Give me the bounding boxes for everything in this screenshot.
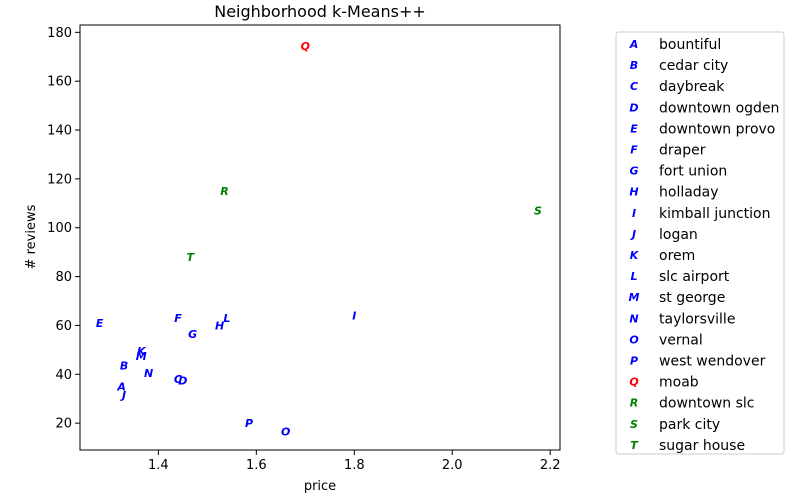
- legend-label: holladay: [659, 185, 719, 201]
- legend-label: st george: [659, 290, 725, 306]
- x-axis-label: price: [304, 479, 336, 494]
- data-point-q: Q: [301, 40, 310, 53]
- x-axis: 1.4 1.6 1.8 2.0 2.2: [148, 450, 561, 473]
- legend-label: downtown ogden: [659, 100, 779, 116]
- legend-label: sugar house: [659, 438, 745, 454]
- y-tick-label: 100: [47, 221, 72, 236]
- data-point-d: D: [178, 374, 187, 387]
- legend-marker: N: [629, 312, 638, 325]
- y-tick-label: 120: [47, 172, 72, 187]
- legend-label: taylorsville: [659, 311, 735, 327]
- data-point-t: T: [186, 251, 195, 264]
- legend-marker: S: [630, 418, 638, 431]
- legend-marker: P: [630, 355, 638, 368]
- legend-marker: L: [630, 270, 637, 283]
- data-point-o: O: [281, 426, 290, 439]
- data-point-n: N: [144, 367, 153, 380]
- legend-marker: R: [630, 397, 638, 410]
- legend-label: downtown slc: [659, 396, 754, 412]
- data-point-g: G: [188, 328, 197, 341]
- legend-label: downtown provo: [659, 121, 775, 137]
- data-point-l: L: [223, 312, 230, 325]
- x-tick-label: 1.8: [344, 458, 365, 473]
- legend-label: slc airport: [659, 269, 730, 285]
- legend-marker: M: [629, 291, 640, 304]
- data-point-m: M: [136, 350, 147, 363]
- y-axis-label: # reviews: [24, 204, 39, 269]
- legend-label: logan: [659, 227, 698, 243]
- legend-label: moab: [659, 375, 699, 391]
- legend-label: fort union: [659, 164, 727, 180]
- legend-marker: Q: [629, 376, 638, 389]
- y-tick-label: 180: [47, 26, 72, 41]
- legend-frame: [615, 31, 785, 455]
- legend-marker: I: [632, 207, 636, 220]
- y-tick-label: 20: [55, 417, 72, 432]
- data-point-s: S: [534, 205, 542, 218]
- legend-label: park city: [659, 417, 720, 433]
- legend-marker: T: [630, 439, 639, 452]
- data-point-r: R: [220, 185, 228, 198]
- data-point-i: I: [352, 310, 356, 323]
- legend-marker: H: [629, 186, 638, 199]
- legend-marker: O: [629, 333, 638, 346]
- legend-marker: E: [630, 122, 638, 135]
- data-point-p: P: [245, 417, 253, 430]
- legend-label: cedar city: [659, 58, 728, 74]
- x-tick-label: 2.0: [442, 458, 463, 473]
- legend-label: west wendover: [659, 354, 766, 370]
- legend-marker: B: [630, 59, 638, 72]
- legend-marker: F: [630, 144, 638, 157]
- legend-label: orem: [659, 248, 695, 264]
- chart-title: Neighborhood k-Means++: [214, 2, 426, 21]
- y-tick-label: 160: [47, 75, 72, 90]
- data-point-c: C: [174, 373, 182, 386]
- y-tick-label: 40: [55, 368, 72, 383]
- data-points: AB CD E FG H I J K L MN O P Q R S T: [96, 40, 542, 439]
- y-tick-label: 140: [47, 124, 72, 139]
- plot-area: [79, 24, 561, 451]
- data-point-a: A: [116, 380, 126, 393]
- x-tick-label: 1.6: [246, 458, 267, 473]
- legend-marker: C: [630, 80, 638, 93]
- x-tick-label: 2.2: [540, 458, 561, 473]
- legend-label: bountiful: [659, 37, 721, 53]
- data-point-b: B: [120, 360, 128, 373]
- data-point-j: J: [120, 389, 126, 402]
- y-tick-label: 80: [55, 270, 72, 285]
- legend-label: vernal: [659, 332, 703, 348]
- y-axis: 20 40 60 80 100 120 140 160 180: [47, 26, 80, 432]
- legend-marker: G: [629, 165, 638, 178]
- legend-marker: J: [630, 228, 636, 241]
- data-point-h: H: [215, 319, 224, 332]
- legend-label: draper: [659, 143, 706, 159]
- legend-label: kimball junction: [659, 206, 770, 222]
- legend-marker: A: [629, 38, 639, 51]
- legend-marker: K: [630, 249, 640, 262]
- data-point-k: K: [137, 345, 147, 358]
- legend-marker: D: [629, 101, 638, 114]
- x-tick-label: 1.4: [148, 458, 169, 473]
- data-point-e: E: [96, 317, 104, 330]
- legend-label: daybreak: [659, 79, 725, 95]
- data-point-f: F: [174, 312, 182, 325]
- y-tick-label: 60: [55, 319, 72, 334]
